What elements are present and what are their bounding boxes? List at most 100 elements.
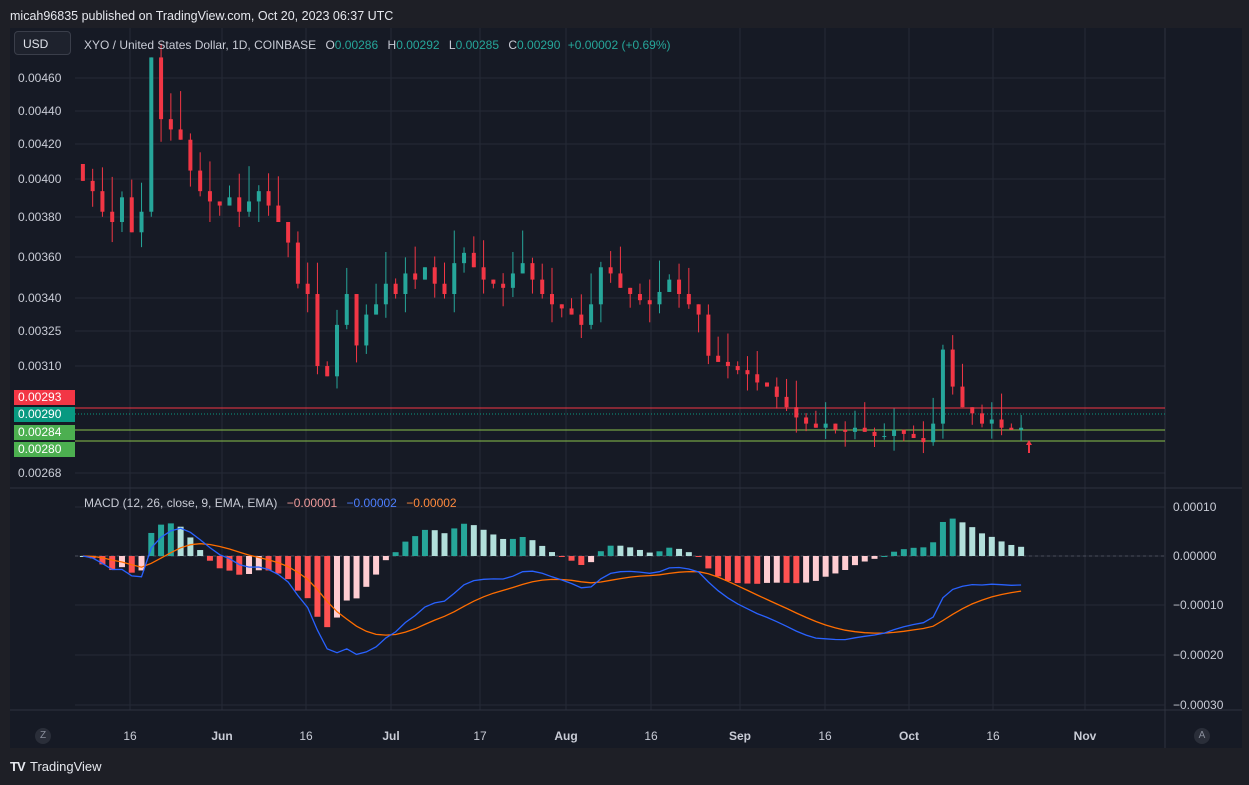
macd-histogram-bar — [363, 556, 370, 587]
auto-scale-button[interactable]: A — [1194, 728, 1210, 744]
open-value: 0.00286 — [334, 38, 379, 52]
candle-body — [1019, 427, 1024, 430]
candle-body — [501, 283, 506, 288]
macd-axis-label: 0.00000 — [1173, 549, 1217, 563]
zoom-button[interactable]: Z — [35, 728, 51, 744]
candle-body — [804, 417, 809, 424]
time-axis-label: Nov — [1074, 729, 1097, 743]
macd-histogram-bar — [920, 547, 927, 556]
candle-body — [305, 283, 310, 295]
macd-histogram-bar — [324, 556, 331, 628]
low-label: L — [448, 38, 456, 52]
price-tag-high: 0.00293 — [14, 390, 75, 405]
price-axis-label: 0.00400 — [18, 172, 62, 186]
price-axis-label: 0.00340 — [18, 291, 62, 305]
macd-histogram-bar — [597, 551, 604, 556]
macd-histogram-bar — [676, 548, 683, 556]
macd-signal-value: −0.00002 — [406, 496, 457, 510]
candle-body — [198, 170, 203, 192]
candle-body — [159, 57, 164, 120]
macd-histogram-bar — [636, 549, 643, 556]
macd-histogram-bar — [304, 556, 311, 599]
candle-body — [716, 355, 721, 362]
candle-body — [383, 283, 388, 305]
macd-histogram-bar — [998, 541, 1005, 556]
macd-histogram-bar — [900, 549, 907, 556]
candle-body — [931, 423, 936, 443]
macd-axis-label: −0.00020 — [1173, 648, 1224, 662]
macd-histogram-bar — [588, 556, 595, 563]
macd-histogram-bar — [138, 556, 145, 571]
macd-histogram-bar — [353, 556, 360, 599]
candle-body — [452, 263, 457, 295]
chart-panel[interactable]: 0.00460 0.00440 0.00420 0.00400 0.00380 0.003… — [10, 28, 1242, 748]
candle-body — [774, 386, 779, 397]
macd-histogram-bar — [861, 556, 868, 562]
macd-histogram-bar — [148, 532, 155, 556]
macd-title[interactable]: MACD (12, 26, close, 9, EMA, EMA) — [84, 496, 278, 510]
macd-histogram-bar — [333, 556, 340, 618]
brand-label: TradingView — [30, 759, 102, 774]
candle-body — [168, 119, 173, 130]
candle-body — [256, 191, 261, 202]
macd-histogram-bar — [871, 556, 878, 559]
high-value: 0.00292 — [396, 38, 440, 52]
candle-body — [999, 419, 1004, 428]
price-tag-support-2: 0.00280 — [14, 442, 75, 457]
macd-histogram-bar — [490, 534, 497, 556]
macd-histogram-bar — [470, 525, 477, 556]
candle-body — [442, 283, 447, 295]
candle-body — [188, 139, 193, 171]
macd-histogram-bar — [705, 556, 712, 569]
macd-histogram-bar — [666, 547, 673, 556]
candle-body — [579, 314, 584, 325]
macd-histogram-bar — [343, 556, 350, 601]
candle-body — [550, 294, 554, 305]
macd-histogram-bar — [1018, 546, 1025, 556]
candle-body — [706, 314, 711, 356]
price-axis-label: 0.00420 — [18, 137, 62, 151]
price-axis-label: 0.00310 — [18, 359, 62, 373]
macd-histogram-bar — [431, 530, 438, 556]
macd-histogram-bar — [832, 556, 839, 574]
symbol-name[interactable]: XYO / United States Dollar, 1D, COINBASE — [84, 38, 317, 52]
macd-histogram-bar — [500, 538, 507, 556]
currency-button[interactable]: USD — [14, 31, 71, 55]
candle-body — [540, 279, 545, 295]
candle-body — [227, 197, 232, 206]
tradingview-brand[interactable]: TV TradingView — [10, 759, 102, 774]
macd-histogram-bar — [246, 556, 253, 574]
time-axis-label: Aug — [554, 729, 577, 743]
candle-body — [901, 429, 906, 434]
macd-histogram-bar — [578, 556, 585, 565]
candle-body — [813, 423, 818, 428]
macd-histogram-bar — [255, 556, 262, 571]
macd-histogram-bar — [646, 552, 653, 556]
candle-body — [677, 279, 682, 295]
macd-histogram-bar — [421, 529, 428, 556]
macd-histogram-bar — [754, 556, 761, 584]
candle-body — [276, 205, 281, 223]
macd-histogram-bar — [294, 556, 301, 591]
candle-body — [872, 431, 877, 436]
candle-body — [413, 273, 418, 280]
macd-histogram-bar — [695, 556, 702, 557]
candle-body — [755, 374, 760, 383]
price-chart[interactable]: 0.00460 0.00440 0.00420 0.00400 0.00380 0.003… — [10, 28, 1242, 748]
price-axis-label: 0.00460 — [18, 71, 62, 85]
candle-body — [178, 129, 183, 140]
macd-histogram-bar — [461, 523, 468, 556]
candle-body — [207, 191, 212, 202]
macd-histogram-bar — [842, 556, 849, 570]
macd-histogram-bar — [851, 556, 858, 566]
candle-body — [432, 267, 437, 284]
candle-body — [422, 267, 427, 280]
macd-histogram-bar — [773, 556, 780, 583]
macd-histogram-bar — [285, 556, 292, 580]
candle-body — [637, 294, 642, 301]
time-axis-label: 16 — [299, 729, 313, 743]
candle-body — [960, 386, 965, 408]
candle-body — [344, 294, 349, 325]
macd-histogram-bar — [822, 556, 829, 577]
macd-histogram-bar — [1008, 544, 1015, 556]
